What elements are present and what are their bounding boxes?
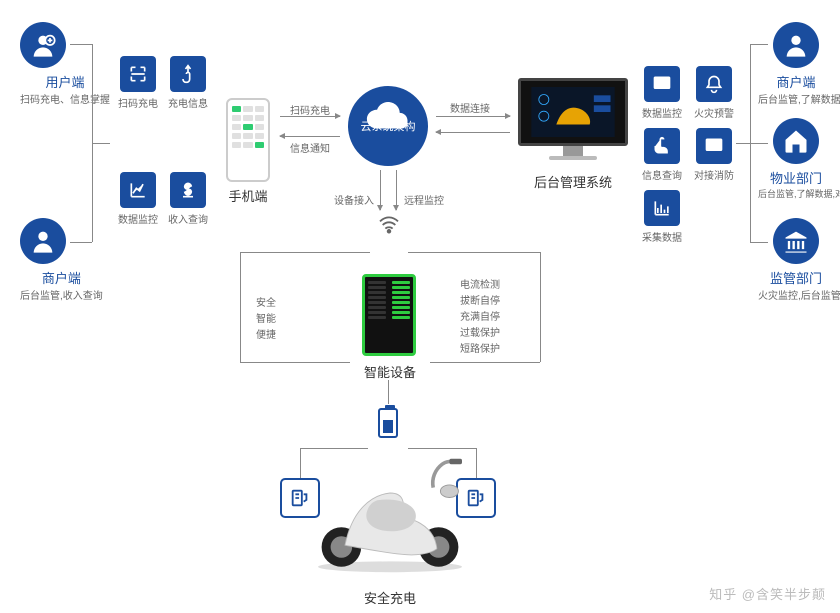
touch2-icon — [644, 128, 680, 164]
link-remote: 远程监控 — [404, 192, 444, 207]
persona-merchant-right: 商户端 后台监管,了解数据 — [758, 22, 834, 106]
connector — [388, 380, 389, 404]
house-icon — [773, 118, 819, 164]
feat-l0: 安全 — [256, 296, 276, 312]
info-query-label: 信息查询 — [642, 167, 682, 182]
collect-icon — [644, 190, 680, 226]
wifi-icon — [378, 216, 400, 239]
phone-label: 手机端 — [218, 186, 278, 205]
connector — [240, 252, 370, 253]
persona-merchant-left: 商户端 后台监管,收入查询 — [20, 218, 103, 302]
merchant-left-title: 商户端 — [20, 268, 103, 287]
gov-icon — [773, 218, 819, 264]
charging-label: 安全充电 — [358, 588, 422, 607]
connector — [70, 44, 92, 45]
arrow — [436, 132, 510, 133]
feat-l2: 便捷 — [256, 328, 276, 344]
chart-icon — [120, 172, 156, 208]
arrow — [436, 116, 510, 117]
battery-icon — [378, 408, 398, 438]
property-title: 物业部门 — [758, 168, 834, 187]
connector — [240, 252, 241, 362]
touch-icon — [170, 56, 206, 92]
connector — [70, 242, 92, 243]
link-scan: 扫码充电 — [290, 102, 330, 117]
income-label: 收入查询 — [168, 211, 208, 226]
icon-data-monitor-l: 数据监控 — [114, 172, 162, 226]
arrow — [380, 170, 381, 210]
icon-fire-alert: 火灾预警 — [690, 66, 738, 120]
link-device: 设备接入 — [334, 192, 374, 207]
user-icon — [20, 22, 66, 68]
feat-r4: 短路保护 — [460, 342, 500, 358]
charger-device — [362, 274, 416, 356]
connector — [736, 143, 750, 144]
regulator-sub: 火灾监控,后台监管 — [758, 287, 834, 302]
property-sub: 后台监管,了解数据,对接消防 — [758, 187, 834, 200]
persona-user: 用户端 扫码充电、信息掌握 — [20, 22, 110, 106]
icon-collect: 采集数据 — [638, 190, 686, 244]
connector — [240, 362, 350, 363]
user-title: 用户端 — [20, 72, 110, 91]
connector — [92, 143, 110, 144]
scooter — [300, 448, 480, 579]
merchant2-icon — [773, 22, 819, 68]
monitor-icon — [644, 66, 680, 102]
persona-regulator: 监管部门 火灾监控,后台监管 — [758, 218, 834, 302]
monitor — [518, 78, 628, 160]
icon-income: 收入查询 — [164, 172, 212, 226]
connector — [430, 362, 540, 363]
charge-info-label: 充电信息 — [168, 95, 208, 110]
user-sub: 扫码充电、信息掌握 — [20, 91, 110, 106]
scan-label: 扫码充电 — [118, 95, 158, 110]
icon-charge-info: 充电信息 — [164, 56, 212, 110]
money-icon — [170, 172, 206, 208]
cloud: 云系统架构 — [348, 86, 428, 166]
data-monitor-r-label: 数据监控 — [642, 105, 682, 120]
collect-label: 采集数据 — [642, 229, 682, 244]
connector — [408, 252, 540, 253]
connector — [540, 252, 541, 362]
feat-r1: 拔断自停 — [460, 294, 500, 310]
fire-link-label: 对接消防 — [694, 167, 734, 182]
link-icon — [696, 128, 732, 164]
icon-data-monitor-r: 数据监控 — [638, 66, 686, 120]
feat-r0: 电流检测 — [460, 278, 500, 294]
feat-r3: 过载保护 — [460, 326, 500, 342]
scooter-icon — [300, 448, 480, 574]
monitor-screen — [518, 78, 628, 146]
device-label: 智能设备 — [358, 362, 422, 381]
feat-r2: 充满自停 — [460, 310, 500, 326]
merchant-r-sub: 后台监管,了解数据 — [758, 91, 834, 106]
device-features-right: 电流检测 拔断自停 充满自停 过载保护 短路保护 — [460, 278, 500, 358]
watermark: 知乎 @含笑半步颠 — [709, 584, 826, 603]
backend-label: 后台管理系统 — [498, 172, 648, 191]
icon-info-query: 信息查询 — [638, 128, 686, 182]
arrow — [280, 136, 340, 137]
link-notify: 信息通知 — [290, 140, 330, 155]
phone-mock — [226, 98, 270, 182]
bell-icon — [696, 66, 732, 102]
cloud-label: 云系统架构 — [361, 118, 416, 134]
merchant-r-title: 商户端 — [758, 72, 834, 91]
scan-icon — [120, 56, 156, 92]
merchant-icon — [20, 218, 66, 264]
merchant-left-sub: 后台监管,收入查询 — [20, 287, 103, 302]
diagram-canvas: 用户端 扫码充电、信息掌握 商户端 后台监管,收入查询 扫码充电 充电信息 数据… — [0, 0, 840, 613]
fire-alert-label: 火灾预警 — [694, 105, 734, 120]
icon-fire-link: 对接消防 — [690, 128, 738, 182]
persona-property: 物业部门 后台监管,了解数据,对接消防 — [758, 118, 834, 200]
link-data: 数据连接 — [450, 100, 490, 115]
icon-scan: 扫码充电 — [114, 56, 162, 110]
feat-l1: 智能 — [256, 312, 276, 328]
arrow — [396, 170, 397, 210]
data-monitor-l-label: 数据监控 — [118, 211, 158, 226]
device-features-left: 安全 智能 便捷 — [256, 296, 276, 344]
regulator-title: 监管部门 — [758, 268, 834, 287]
